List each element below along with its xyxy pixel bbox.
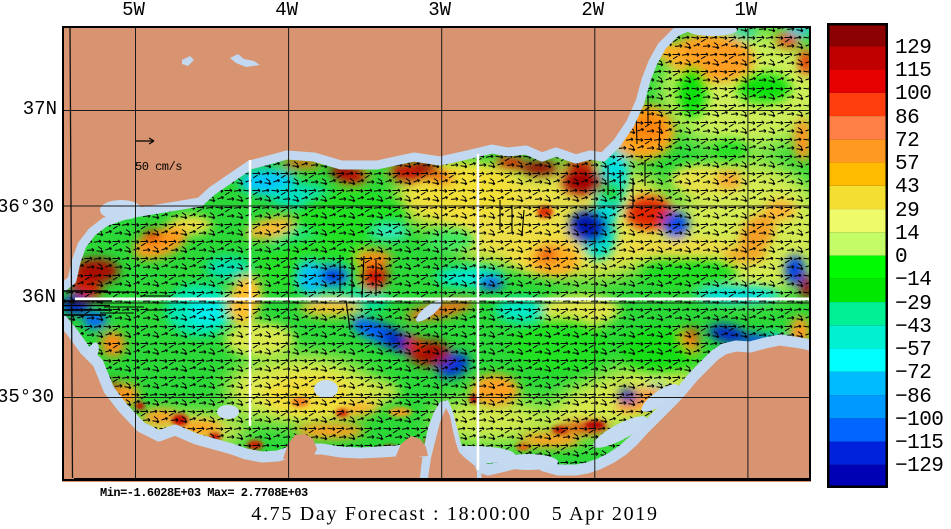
svg-text:5W: 5W [122, 0, 145, 21]
svg-text:2W: 2W [581, 0, 604, 21]
svg-text:29: 29 [895, 200, 919, 223]
svg-text:−100: −100 [895, 409, 943, 432]
svg-text:35°30: 35°30 [0, 386, 54, 408]
svg-text:−57: −57 [895, 339, 931, 362]
svg-text:37N: 37N [23, 98, 57, 120]
svg-text:4.75 Day Forecast : 18:00:00: 4.75 Day Forecast : 18:00:00 5 Apr 2019 [251, 503, 658, 525]
svg-text:Min=-1.6028E+03 Max= 2.7708E+: Min=-1.6028E+03 Max= 2.7708E+03 [100, 486, 308, 500]
svg-text:−29: −29 [895, 293, 931, 316]
svg-text:50 cm/s: 50 cm/s [135, 160, 182, 174]
svg-text:14: 14 [895, 223, 919, 246]
svg-text:129: 129 [895, 37, 931, 60]
svg-text:−43: −43 [895, 316, 931, 339]
svg-text:−86: −86 [895, 386, 931, 409]
svg-text:86: 86 [895, 107, 919, 130]
svg-text:43: 43 [895, 176, 919, 199]
svg-text:36°30: 36°30 [0, 196, 54, 218]
svg-text:−115: −115 [895, 432, 943, 455]
svg-text:0: 0 [895, 246, 907, 269]
svg-text:115: 115 [895, 60, 931, 83]
svg-text:1W: 1W [734, 0, 757, 21]
svg-text:72: 72 [895, 130, 919, 153]
svg-text:−14: −14 [895, 269, 931, 292]
svg-text:3W: 3W [428, 0, 451, 21]
svg-text:36N: 36N [22, 286, 56, 308]
svg-text:−129: −129 [895, 455, 943, 478]
svg-text:57: 57 [895, 153, 919, 176]
svg-text:−72: −72 [895, 362, 931, 385]
svg-text:100: 100 [895, 83, 931, 106]
svg-text:4W: 4W [275, 0, 298, 21]
